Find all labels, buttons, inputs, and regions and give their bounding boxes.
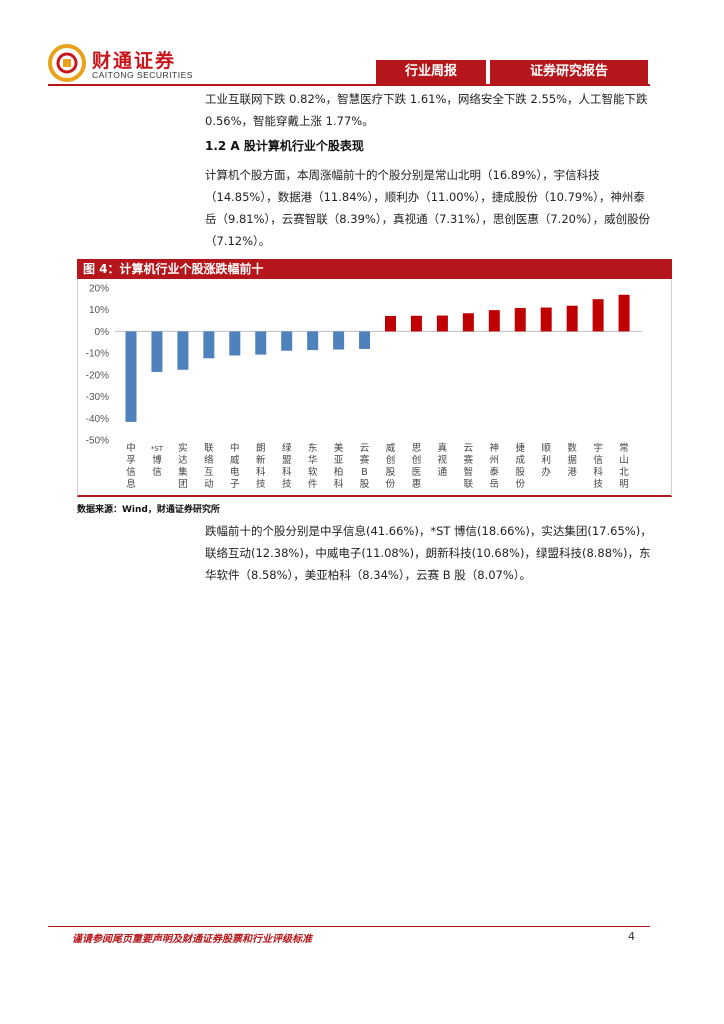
bar-positive <box>618 294 630 332</box>
x-category-label: 数据港 <box>567 442 577 478</box>
company-logo: 财通证券 CAITONG SECURITIES <box>48 44 228 88</box>
chart-frame <box>77 279 672 497</box>
bar-positive <box>566 305 578 332</box>
bar-negative <box>359 331 371 349</box>
x-category-label: 顺利办 <box>541 443 551 478</box>
bar-negative <box>333 331 345 350</box>
x-category-label: 绿盟科技 <box>282 442 292 490</box>
x-category-label: 实达集团 <box>178 442 188 490</box>
bar-positive <box>410 315 422 332</box>
header-divider <box>48 84 650 86</box>
paragraph-sector-moves: 工业互联网下跌 0.82%，智慧医疗下跌 1.61%，网络安全下跌 2.55%，… <box>205 92 648 128</box>
bar-positive <box>385 315 396 332</box>
x-category-label: 朗新科技 <box>256 442 266 490</box>
y-tick-label: 0% <box>95 327 110 338</box>
bar-negative <box>125 331 137 422</box>
x-category-label: 中孚信息 <box>126 442 136 490</box>
x-category-label: 思创医惠 <box>412 443 422 490</box>
x-category-label: 真视通 <box>438 442 448 478</box>
x-category-label: 威创股份 <box>386 442 396 490</box>
bar-positive <box>488 310 500 332</box>
paragraph-top-losers: 跌幅前十的个股分别是中孚信息(41.66%)，*ST 博信(18.66%)，实达… <box>205 524 652 582</box>
bar-negative <box>255 331 267 355</box>
section-title: 1.2 A 股计算机行业个股表现 <box>205 139 364 153</box>
y-tick-label: -20% <box>86 370 109 381</box>
x-category-label: 云赛 B 股 <box>360 443 370 490</box>
figure-source: 数据来源：Wind，财通证券研究所 <box>77 505 220 515</box>
x-category-label: 东华软件 <box>308 442 318 490</box>
bar-positive <box>462 313 474 332</box>
bar-positive <box>514 307 526 332</box>
y-tick-label: -30% <box>86 392 109 403</box>
bar-negative <box>229 331 241 356</box>
x-category-label: 中威电子 <box>230 442 240 490</box>
x-category-label: 美亚柏科 <box>334 442 344 490</box>
bar-negative <box>203 331 215 359</box>
x-category-label: 捷成股份 <box>515 442 525 490</box>
x-category-label: 联络互动 <box>204 443 214 490</box>
x-category-label: 神州泰岳 <box>490 442 500 490</box>
bar-negative <box>281 331 293 351</box>
bar-positive <box>436 315 448 332</box>
logo-name-cn: 财通证券 <box>92 50 177 72</box>
logo-name-en: CAITONG SECURITIES <box>92 70 193 80</box>
y-tick-label: 10% <box>89 305 109 316</box>
y-tick-label: -50% <box>86 436 109 447</box>
bar-negative <box>177 331 189 370</box>
figure-title: 图 4：计算机行业个股涨跌幅前十 <box>77 259 672 279</box>
bar-chart: 20% 10% 0% -10% -20% -30% -40% -50% 中孚信息 *ST 博信 实达集… <box>86 284 642 490</box>
y-tick-label: -10% <box>86 349 109 360</box>
x-category-label: *ST 博信 <box>151 445 164 478</box>
bar-negative <box>151 331 163 372</box>
footer-divider <box>48 926 650 927</box>
bar-positive <box>540 307 552 332</box>
bar-positive <box>592 299 604 332</box>
y-tick-label: 20% <box>89 284 109 295</box>
paragraph-top-gainers: 计算机个股方面，本周涨幅前十的个股分别是常山北明（16.89%），宇信科技（14… <box>205 168 651 248</box>
page-number: 4 <box>628 930 635 943</box>
bar-negative <box>307 331 319 351</box>
x-category-label: 宇信科技 <box>593 442 603 490</box>
footer-disclaimer: 谨请参阅尾页重要声明及财通证券股票和行业评级标准 <box>72 934 312 945</box>
header-tab-report: 证券研究报告 <box>490 60 648 84</box>
header-tab-weekly: 行业周报 <box>376 60 486 84</box>
logo-coin-icon <box>48 44 86 82</box>
x-category-label: 云赛智联 <box>464 443 474 490</box>
x-category-label: 常山北明 <box>619 442 629 490</box>
y-tick-label: -40% <box>86 414 109 425</box>
